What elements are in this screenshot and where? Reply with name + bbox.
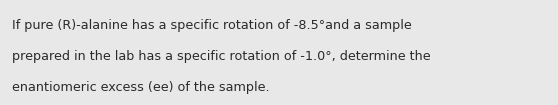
Text: enantiomeric excess (ee) of the sample.: enantiomeric excess (ee) of the sample. xyxy=(12,81,270,94)
Text: prepared in the lab has a specific rotation of -1.0°, determine the: prepared in the lab has a specific rotat… xyxy=(12,50,431,63)
Text: If pure (R)-alanine has a specific rotation of -8.5°and a sample: If pure (R)-alanine has a specific rotat… xyxy=(12,19,412,32)
